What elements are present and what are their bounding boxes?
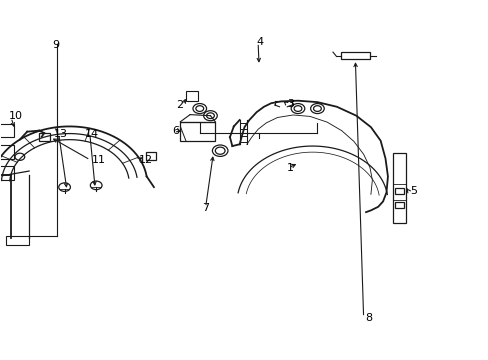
Text: 11: 11 (91, 155, 105, 165)
Circle shape (290, 104, 304, 113)
Bar (392, 153, 406, 223)
Text: 14: 14 (85, 129, 99, 139)
Bar (6, 236, 29, 245)
Circle shape (193, 104, 206, 113)
Circle shape (293, 106, 301, 111)
Bar (186, 91, 198, 102)
Bar (0, 166, 14, 180)
Text: 7: 7 (202, 203, 209, 213)
Bar (39, 133, 50, 141)
Bar (180, 122, 215, 141)
Bar (0, 123, 14, 137)
Bar (340, 52, 369, 59)
Text: 9: 9 (52, 40, 60, 50)
Text: 10: 10 (9, 111, 22, 121)
Text: 3: 3 (287, 99, 294, 109)
Text: 12: 12 (138, 156, 152, 165)
Text: 6: 6 (171, 126, 179, 136)
Circle shape (90, 181, 102, 190)
Circle shape (203, 111, 217, 121)
Circle shape (206, 113, 214, 118)
Text: 1: 1 (287, 163, 294, 173)
Bar (394, 188, 403, 194)
Bar (145, 152, 156, 160)
Text: 5: 5 (409, 186, 416, 197)
Circle shape (212, 145, 227, 157)
Bar (0, 145, 14, 158)
Text: 2: 2 (176, 100, 183, 110)
Circle shape (313, 106, 321, 111)
Circle shape (196, 106, 203, 111)
Circle shape (15, 153, 25, 160)
Text: 13: 13 (54, 129, 68, 139)
Text: 4: 4 (256, 37, 263, 47)
Circle shape (59, 183, 70, 192)
Bar (394, 202, 403, 208)
Circle shape (310, 104, 324, 113)
Circle shape (215, 147, 224, 154)
Text: 8: 8 (365, 313, 371, 323)
